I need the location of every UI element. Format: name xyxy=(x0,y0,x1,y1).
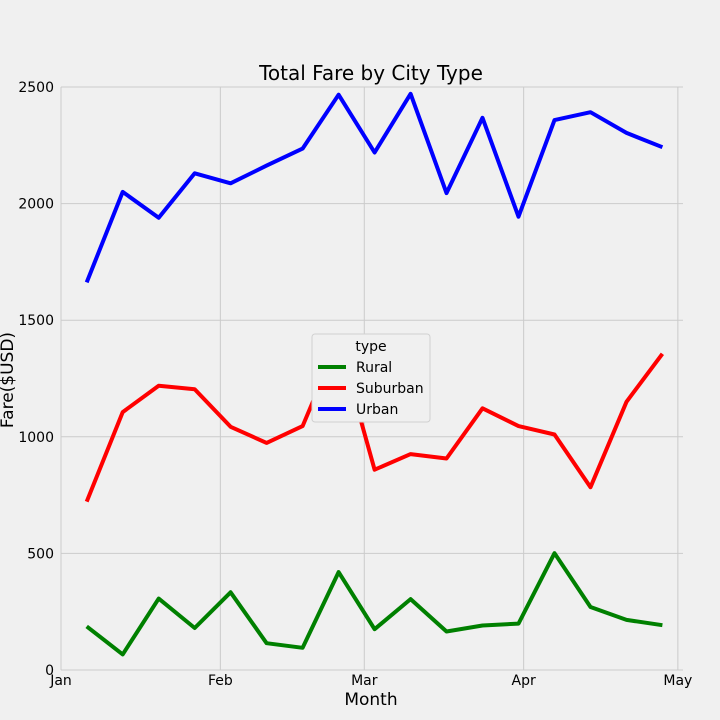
x-tick-label: Mar xyxy=(351,673,378,689)
series-line-urban xyxy=(84,91,664,284)
series-line-suburban xyxy=(84,338,665,503)
gridlines xyxy=(60,86,683,671)
y-tick-label: 2000 xyxy=(18,197,54,213)
x-tick-label: Apr xyxy=(512,673,536,689)
legend-label-suburban: Suburban xyxy=(356,381,424,397)
y-tick-label: 1000 xyxy=(18,430,54,446)
series-line-rural xyxy=(85,551,663,657)
legend-title: type xyxy=(355,339,386,355)
y-tick-label: 1500 xyxy=(18,313,54,329)
y-tick-label: 500 xyxy=(27,546,54,562)
legend-box xyxy=(311,333,431,423)
series-lines xyxy=(84,91,665,657)
legend: type Rural Suburban Urban xyxy=(311,333,431,423)
x-axis-label: Month xyxy=(344,690,397,710)
x-tick-label: Jan xyxy=(49,673,72,689)
y-axis-label: Fare($USD) xyxy=(0,332,18,428)
x-tick-label: Feb xyxy=(208,673,233,689)
y-tick-label: 2500 xyxy=(18,80,54,96)
chart-title: Total Fare by City Type xyxy=(258,61,483,85)
y-tick-label: 0 xyxy=(45,663,54,679)
x-tick-label: May xyxy=(663,673,692,689)
legend-entries: Rural Suburban Urban xyxy=(318,360,424,418)
legend-label-urban: Urban xyxy=(356,402,398,418)
legend-label-rural: Rural xyxy=(356,360,392,376)
tick-labels: 0 500 1000 1500 2000 2500 Jan Feb Mar Apr May xyxy=(18,80,692,689)
